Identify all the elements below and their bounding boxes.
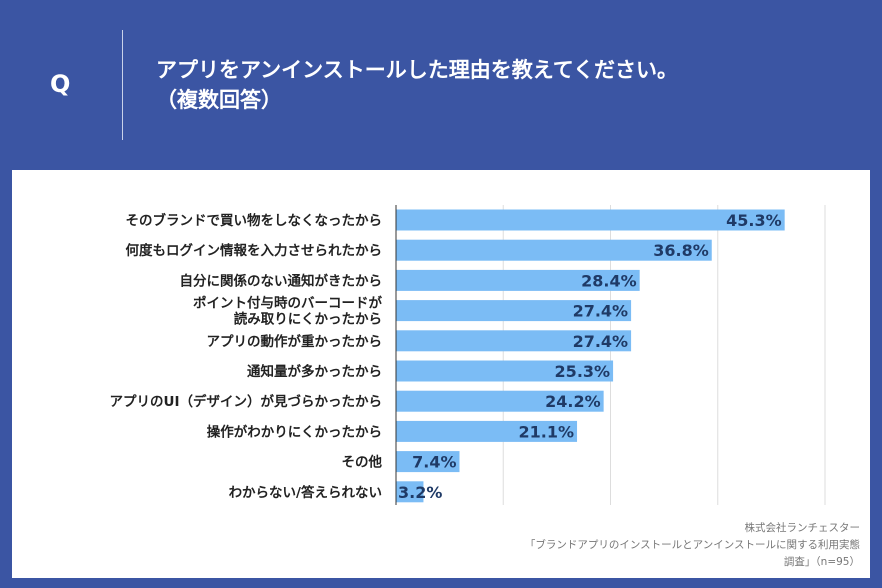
bar [396,481,424,503]
bar [396,390,604,412]
data-label: 24.2% [545,392,601,411]
category-label: 自分に関係のない通知がきたから [180,272,383,289]
bar [396,451,460,473]
category-label: そのブランドで買い物をしなくなったから [126,212,383,229]
data-label: 27.4% [573,332,629,351]
category-label: わからない/答えられない [229,484,382,501]
source-line2: 「ブランドアプリのインストールとアンインストールに関する利用実態 [524,539,860,551]
source-line1: 株式会社ランチェスター [744,522,861,534]
data-label: 25.3% [555,362,611,381]
data-label: 3.2% [398,483,442,502]
bar [396,330,632,352]
category-label: その他 [342,454,383,471]
data-label: 27.4% [573,302,629,321]
bar [396,360,614,382]
data-label: 45.3% [726,211,782,230]
bar [396,420,578,442]
bar [396,300,632,322]
category-label: アプリのUI（デザイン）が見づらかったから [110,393,383,410]
category-label: ポイント付与時のバーコードが読み取りにくかったから [193,295,382,328]
question-title: アプリをアンインストールした理由を教えてください。 （複数回答） [156,55,678,115]
bar [396,239,712,261]
bar [396,269,640,291]
category-label: 操作がわかりにくかったから [207,423,382,440]
data-label: 36.8% [653,241,709,260]
category-label: 通知量が多かったから [247,363,382,380]
title-line2: （複数回答） [156,88,282,112]
data-label: 28.4% [581,271,637,290]
source-line3: 調査」（n=95） [783,556,860,568]
source-note: 株式会社ランチェスター 「ブランドアプリのインストールとアンインストールに関する… [480,520,860,571]
bar [396,209,785,231]
title-line1: アプリをアンインストールした理由を教えてください。 [156,58,679,82]
category-label: アプリの動作が重かったから [207,333,383,350]
data-label: 21.1% [519,422,575,441]
category-label: 何度もログイン情報を入力させられたから [126,242,383,259]
divider [122,30,123,140]
data-label: 7.4% [412,453,456,472]
q-label: Q [50,70,71,98]
